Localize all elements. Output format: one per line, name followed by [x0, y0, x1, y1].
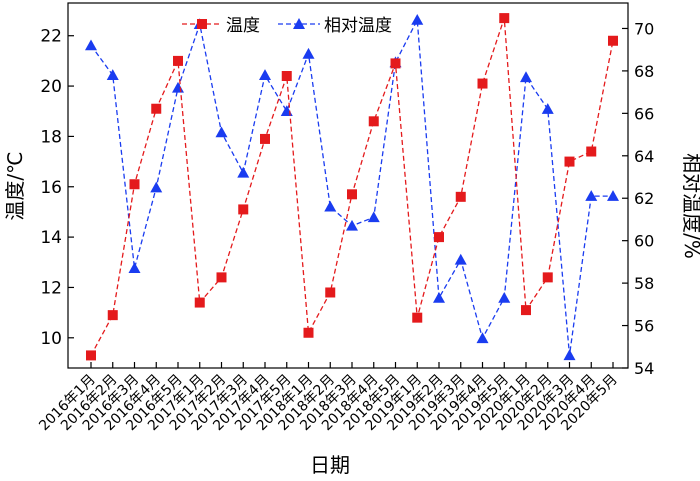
humidity-line [90, 17, 613, 356]
humidity-point [563, 349, 576, 361]
y-left-tick-label: 22 [40, 27, 62, 47]
temperature-point [499, 13, 510, 24]
y-left-tick-label: 14 [40, 228, 62, 248]
humidity-point [106, 69, 119, 80]
temperature-point [347, 189, 357, 200]
y-right-tick-label: 58 [634, 274, 654, 293]
y-left-tick-label: 20 [40, 77, 62, 97]
humidity-point [85, 39, 97, 51]
humidity-point [541, 103, 554, 114]
humidity-point [433, 291, 445, 303]
temperature-line [90, 17, 614, 356]
humidity-point [520, 71, 532, 83]
y-left-tick-label: 16 [40, 178, 62, 198]
humidity-point [454, 253, 467, 265]
temperature-point [368, 116, 379, 127]
humidity-point [324, 200, 337, 212]
temperature-point [173, 55, 183, 66]
plot-frame [67, 2, 629, 369]
temperature-point [151, 103, 162, 114]
temperature-point [303, 327, 314, 338]
humidity-point [367, 211, 380, 223]
y-right-tick-label: 68 [634, 62, 654, 81]
legend-humidity-marker [293, 18, 305, 29]
y-right-tick-label: 60 [634, 232, 654, 251]
series-temperature [86, 13, 618, 361]
humidity-point [411, 13, 424, 25]
temperature-point [216, 272, 227, 283]
temperature-point [521, 305, 531, 316]
y-right-tick-label: 64 [634, 147, 654, 166]
y-right-tick-label: 62 [634, 189, 654, 208]
humidity-point [215, 126, 228, 138]
legend-temperature-label: 温度 [226, 16, 260, 36]
y-left-tick-label: 10 [40, 329, 62, 349]
legend-temperature-marker [197, 19, 207, 29]
humidity-point [259, 69, 271, 80]
temperature-point [564, 156, 575, 167]
y-left-tick-label: 18 [40, 127, 62, 147]
temperature-point [107, 310, 118, 321]
y-right-tick-label: 66 [634, 104, 654, 123]
temperature-point [281, 71, 292, 81]
y-right-tick-label: 56 [634, 317, 654, 336]
series-relative-humidity [85, 13, 619, 361]
temperature-point [412, 312, 423, 323]
humidity-point [346, 219, 358, 231]
temperature-point [194, 297, 205, 308]
y-left-tick-label: 12 [40, 278, 62, 298]
humidity-point [237, 166, 250, 178]
y-axis-left-label: 温度/℃ [3, 151, 27, 220]
humidity-point [607, 190, 619, 201]
temperature-point [542, 272, 553, 283]
temperature-point [86, 350, 96, 361]
humidity-point [302, 47, 315, 59]
legend-humidity-label: 相对温度 [324, 16, 392, 36]
y-right-tick-label: 54 [634, 359, 654, 378]
temperature-point [238, 204, 249, 215]
humidity-point [150, 181, 163, 193]
humidity-point [585, 190, 598, 201]
temperature-point [608, 35, 618, 46]
y-right-tick-label: 70 [634, 19, 654, 38]
humidity-point [280, 105, 293, 117]
humidity-point [498, 291, 511, 303]
temperature-point [129, 179, 140, 190]
y-axis-right-label: 相对温度/% [680, 153, 700, 259]
humidity-point [128, 262, 141, 274]
temperature-point [434, 232, 444, 243]
humidity-point [476, 332, 489, 344]
temperature-point [325, 287, 336, 298]
temperature-point [477, 78, 488, 89]
temperature-point [586, 146, 597, 157]
temperature-point [390, 58, 401, 69]
temperature-point [260, 133, 270, 144]
temperature-point [455, 191, 466, 202]
humidity-point [172, 81, 184, 93]
x-axis-label: 日期 [310, 453, 350, 477]
legend: 温度 相对温度 [182, 16, 392, 36]
